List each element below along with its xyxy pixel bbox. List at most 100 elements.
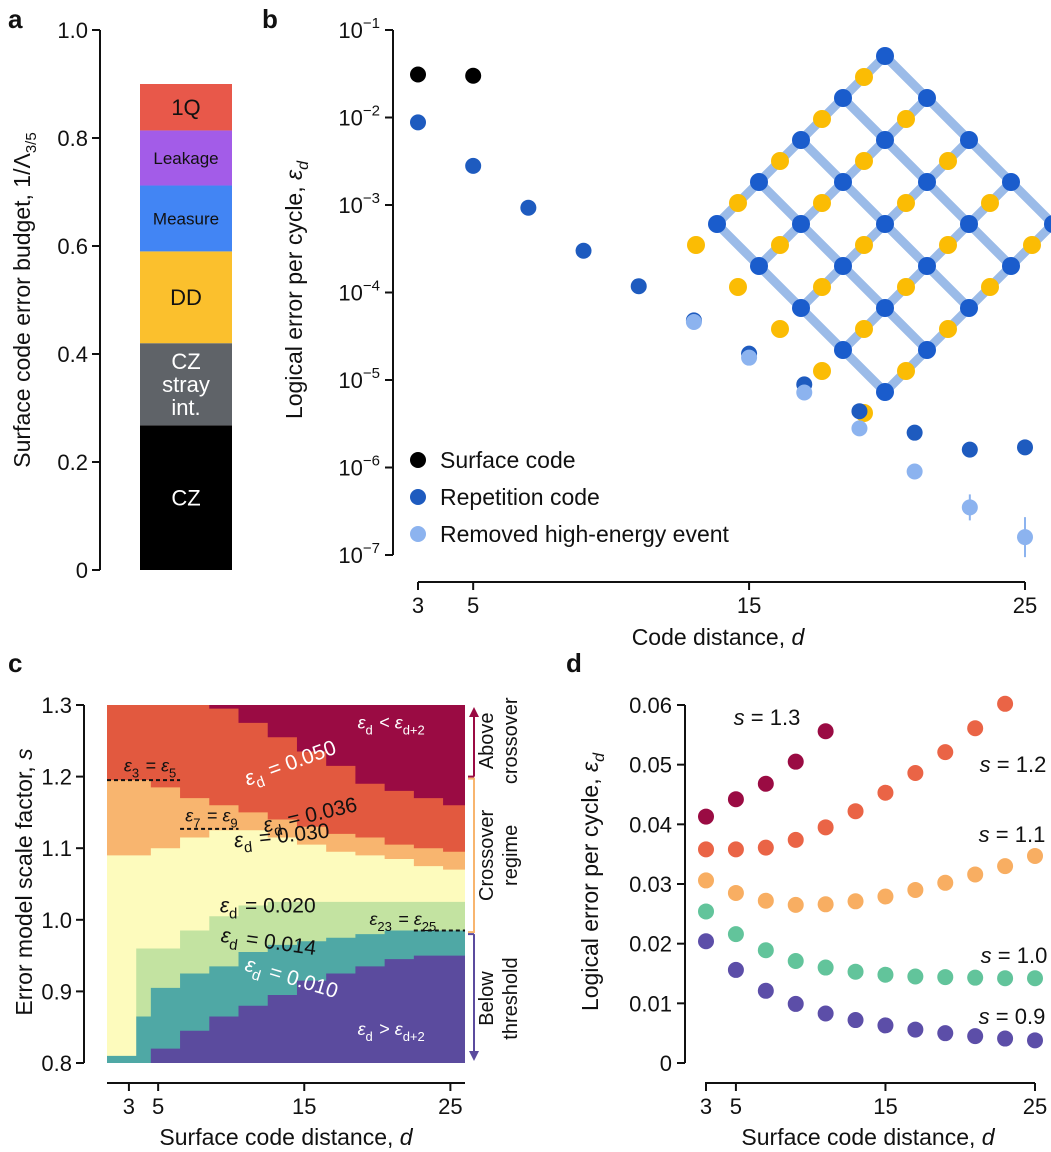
x-axis-label: Surface code distance, d [159, 1124, 413, 1150]
lattice-measure-qubit [1023, 236, 1041, 254]
data-point [906, 424, 923, 441]
data-points [698, 695, 1043, 1049]
subscript: 23 [377, 919, 391, 934]
regime-arrowhead [469, 707, 479, 717]
data-point [698, 841, 714, 858]
y-tick-label: 10−4 [338, 278, 380, 306]
data-point [967, 969, 984, 986]
tick-exponent: −1 [363, 15, 380, 32]
label-variable: d [982, 1124, 996, 1150]
y-ticks: 0.8 0.9 1.0 1.1 1.2 1.3 [41, 693, 84, 1076]
bar-segment-5 [140, 84, 232, 131]
subscript: d [272, 822, 284, 840]
annotation-label: ε3 = ε5 [124, 756, 178, 781]
y-tick-label: 0.04 [629, 812, 672, 837]
label-variable: d [400, 1124, 414, 1150]
y-ticks: 10−710−610−510−410−310−210−1 [338, 15, 393, 568]
regime-label: threshold [500, 957, 522, 1039]
bar-segment-3 [140, 185, 232, 252]
tick-base: 10 [338, 18, 362, 43]
x-tick-label: 3 [412, 593, 424, 618]
data-point [787, 952, 804, 969]
annotation-label: ε23 = ε25 [369, 909, 437, 934]
data-point [967, 1028, 984, 1045]
bar-segment-label: stray [162, 372, 210, 397]
lattice-edge [796, 219, 848, 271]
annotation-label: εd < εd+2 [358, 713, 427, 738]
data-point [1027, 847, 1043, 864]
y-tick-label: 10−3 [338, 190, 380, 218]
bar-segment-label: int. [171, 395, 200, 420]
data-point [906, 463, 923, 480]
data-point [698, 933, 714, 950]
x-ticks: 3 5 15 25 [412, 582, 1037, 618]
lattice-edge [754, 177, 806, 229]
y-tick-label: 0.8 [41, 1051, 72, 1076]
lattice-data-qubit [708, 215, 726, 233]
series-label-variable: s [980, 752, 991, 777]
x-tick-label: 25 [1023, 1094, 1047, 1119]
data-point [961, 441, 978, 458]
lattice-measure-qubit [771, 320, 789, 338]
y-tick-label: 0.06 [629, 693, 672, 718]
bar-segment-label: DD [170, 285, 202, 310]
y-tick-label: 0.03 [629, 872, 672, 897]
data-point [741, 349, 758, 366]
epsilon-symbol: ε [358, 713, 367, 733]
tick-exponent: −7 [363, 540, 380, 557]
regime-brackets: Above crossover Crossover regime Below thresh… [468, 697, 522, 1061]
y-tick-label: 0.2 [57, 450, 88, 475]
data-point [1017, 529, 1033, 546]
annotation-label: εd = 0.020 [220, 895, 316, 923]
data-point [757, 775, 774, 792]
epsilon-symbol: ε [414, 909, 423, 929]
lattice-measure-qubit [813, 362, 831, 380]
regime-label: Above [476, 712, 498, 769]
panel-b-logical-error: 10−710−610−510−410−310−210−1 3 5 15 25 Code… [281, 15, 1051, 650]
x-tick-label: 3 [123, 1094, 135, 1119]
data-point [727, 791, 744, 808]
epsilon-symbol: ε [358, 1019, 367, 1039]
lattice-measure-qubit [897, 194, 915, 212]
lattice-edge [880, 51, 932, 103]
epsilon-symbol: ε [220, 924, 233, 948]
subscript: 3 [132, 766, 139, 781]
series-label-value: = 1.2 [991, 752, 1047, 777]
lattice-measure-qubit [939, 320, 957, 338]
bar-segment-label: 1Q [171, 95, 200, 120]
lattice-edge [796, 303, 848, 355]
lattice-edge [754, 261, 806, 313]
lattice-measure-qubit [897, 110, 915, 128]
y-tick-label: 0.6 [57, 234, 88, 259]
series-label: s = 0.9 [979, 1004, 1046, 1029]
epsilon-symbol: ε [124, 756, 133, 776]
bar-segment-label: CZ [171, 349, 200, 374]
lattice-data-qubit [834, 341, 852, 359]
series-label-variable: s [981, 943, 992, 968]
y-axis-label: Error model scale factor, s [11, 748, 37, 1016]
lattice-measure-qubit [771, 152, 789, 170]
epsilon-symbol: ε [185, 806, 194, 826]
data-point [465, 157, 482, 174]
legend-label: Surface code [440, 447, 576, 473]
text-run [176, 756, 178, 776]
lattice-edge [964, 219, 1016, 271]
lattice-data-qubit [876, 131, 894, 149]
x-tick-label: 25 [1013, 593, 1037, 618]
legend-marker [410, 489, 426, 505]
y-axis-label: Logical error per cycle, εd [577, 752, 608, 1011]
lattice-edge [922, 177, 974, 229]
data-point [877, 1017, 894, 1034]
label-run: Logical error per cycle, [281, 180, 307, 419]
data-point [796, 384, 813, 401]
lattice-data-qubit [1044, 215, 1051, 233]
text-run [436, 909, 438, 929]
data-point [757, 839, 774, 856]
lattice-data-qubit [792, 131, 810, 149]
x-tick-label: 5 [152, 1094, 164, 1119]
epsilon-symbol: ε [233, 829, 245, 853]
data-point [575, 242, 592, 259]
